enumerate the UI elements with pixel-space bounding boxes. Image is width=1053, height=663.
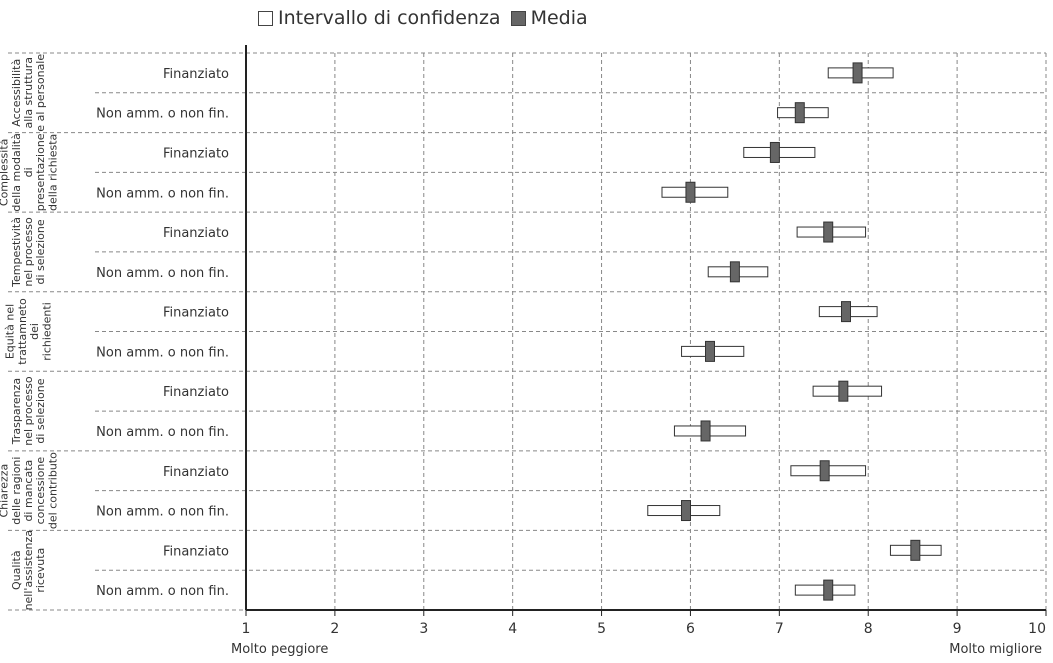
- group-label: Tempestivitànel processodi selezione: [10, 217, 47, 288]
- x-tick-label: 8: [864, 621, 873, 637]
- mean-marker: [705, 340, 715, 362]
- mean-marker: [769, 141, 780, 163]
- x-tick-label: 3: [419, 621, 428, 637]
- mean-marker: [852, 62, 863, 84]
- row-label: Non amm. o non fin.: [96, 107, 229, 122]
- x-tick-label: 1: [242, 621, 251, 637]
- group-label: Qualitànell'assistenzaricevuta: [10, 530, 47, 610]
- mean-marker: [681, 500, 691, 522]
- row-label: Non amm. o non fin.: [96, 266, 229, 281]
- x-caption-right: Molto migliore: [949, 642, 1042, 657]
- row-label: Non amm. o non fin.: [96, 345, 229, 360]
- x-tick-label: 2: [330, 621, 339, 637]
- legend-mean-swatch: [510, 10, 526, 26]
- legend-ci-swatch: [258, 10, 273, 26]
- x-tick-label: 6: [686, 621, 695, 637]
- group-label: Trasparenzanel processodi selezione: [10, 376, 47, 446]
- mean-marker: [700, 420, 711, 442]
- legend-mean-label: Media: [530, 7, 588, 29]
- row-label: Non amm. o non fin.: [96, 425, 229, 440]
- row-label: Non amm. o non fin.: [96, 186, 229, 201]
- row-label: Non amm. o non fin.: [96, 584, 229, 599]
- x-tick-label: 10: [1028, 621, 1046, 637]
- group-label: Accessibilitàalla strutturae al personal…: [10, 54, 47, 132]
- row-label: Finanziato: [163, 385, 229, 400]
- legend: Intervallo di confidenza Media: [258, 4, 598, 32]
- mean-marker: [823, 221, 834, 243]
- legend-ci-label: Intervallo di confidenza: [278, 7, 501, 29]
- row-label: Finanziato: [163, 226, 229, 241]
- group-label: Chiarezzadelle ragionidi mancataconcessi…: [0, 452, 59, 529]
- x-caption-left: Molto peggiore: [231, 642, 329, 657]
- group-label: Complessitàdella modalitàdipresentazione…: [0, 133, 59, 211]
- x-tick-label: 9: [953, 621, 962, 637]
- mean-marker: [685, 181, 696, 203]
- legend-mean-item: Media: [510, 7, 588, 29]
- mean-marker: [794, 102, 805, 124]
- mean-marker: [819, 460, 830, 482]
- mean-marker: [841, 301, 851, 323]
- x-tick-label: 5: [597, 621, 606, 637]
- x-tick-label: 4: [508, 621, 517, 637]
- row-label: Finanziato: [163, 306, 229, 321]
- mean-marker: [838, 380, 849, 402]
- legend-ci-item: Intervallo di confidenza: [258, 7, 501, 29]
- x-tick-label: 7: [775, 621, 784, 637]
- row-label: Non amm. o non fin.: [96, 505, 229, 520]
- row-label: Finanziato: [163, 67, 229, 82]
- group-label: Equità neltrattamnetodeirichiedenti: [4, 298, 54, 365]
- mean-marker: [910, 539, 921, 561]
- mean-marker: [729, 261, 740, 283]
- row-label: Finanziato: [163, 146, 229, 161]
- mean-marker: [823, 579, 834, 601]
- row-label: Finanziato: [163, 465, 229, 480]
- row-label: Finanziato: [163, 544, 229, 559]
